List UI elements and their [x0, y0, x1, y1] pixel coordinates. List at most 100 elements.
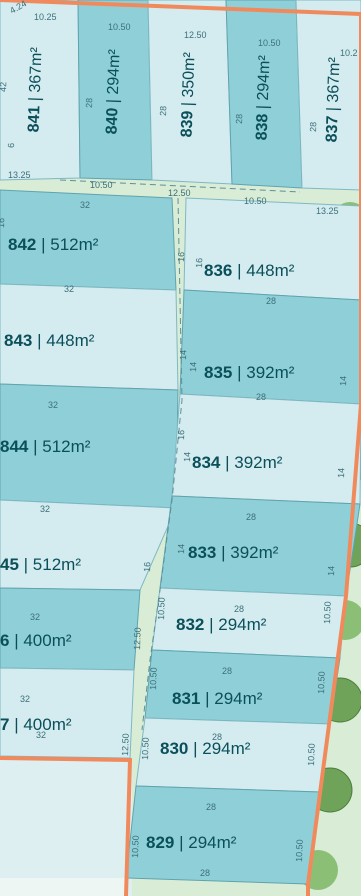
svg-text:10.50: 10.50 [148, 667, 159, 690]
svg-text:28: 28 [212, 732, 222, 742]
svg-text:844 | 512m²: 844 | 512m² [0, 437, 91, 456]
svg-text:10.2: 10.2 [340, 48, 358, 58]
lot-836[interactable]: 836 | 448m² [183, 197, 361, 301]
svg-text:14: 14 [176, 544, 186, 554]
svg-text:28: 28 [84, 98, 94, 108]
lot-835[interactable]: 835 | 392m² [179, 289, 361, 405]
svg-text:14: 14 [336, 468, 346, 478]
svg-text:14: 14 [338, 376, 348, 386]
svg-text:831 | 294m²: 831 | 294m² [172, 689, 263, 708]
svg-text:12.50: 12.50 [168, 188, 191, 198]
svg-text:42: 42 [0, 82, 8, 92]
svg-text:13.25: 13.25 [8, 170, 31, 180]
svg-text:839 | 350m²: 839 | 350m² [179, 51, 199, 137]
svg-text:830 | 294m²: 830 | 294m² [160, 739, 251, 758]
svg-text:6: 6 [6, 143, 16, 148]
svg-text:10.50: 10.50 [108, 22, 131, 32]
svg-text:28: 28 [206, 802, 216, 812]
svg-text:10.50: 10.50 [130, 835, 141, 858]
svg-text:28: 28 [222, 666, 232, 676]
easement-line [141, 197, 183, 731]
svg-text:28: 28 [200, 868, 210, 878]
lot-832[interactable]: 832 | 294m² [151, 587, 347, 659]
svg-text:14: 14 [182, 452, 192, 462]
svg-text:841 | 367m²: 841 | 367m² [26, 46, 46, 132]
svg-text:32: 32 [40, 504, 50, 514]
svg-text:10.50: 10.50 [316, 671, 327, 694]
svg-text:13.25: 13.25 [316, 206, 339, 216]
lot-842[interactable]: 842 | 512m² [0, 189, 177, 291]
svg-text:28: 28 [158, 106, 168, 116]
lot-831[interactable]: 831 | 294m² [144, 649, 341, 725]
svg-text:843 | 448m²: 843 | 448m² [4, 331, 95, 350]
svg-text:32: 32 [36, 730, 46, 740]
svg-text:28: 28 [234, 114, 244, 124]
svg-text:32: 32 [64, 284, 74, 294]
svg-text:16: 16 [176, 252, 186, 262]
svg-text:14: 14 [188, 362, 198, 372]
road-strip [0, 878, 125, 896]
svg-text:12.50: 12.50 [184, 30, 207, 40]
svg-text:10.50: 10.50 [306, 743, 317, 766]
svg-text:10.50: 10.50 [90, 180, 113, 190]
lot-833[interactable]: 833 | 392m² [159, 495, 361, 597]
svg-text:28: 28 [256, 392, 266, 402]
svg-text:12.50: 12.50 [132, 627, 143, 650]
svg-text:28: 28 [308, 122, 318, 132]
lot-846[interactable]: 6 | 400m² [0, 587, 141, 671]
dimension-labels: 10.25 10.50 12.50 10.50 10.2 28 28 28 28… [0, 0, 358, 878]
lot-840[interactable]: 840 | 294m² [77, 0, 153, 181]
lot-847[interactable]: 7 | 400m² [0, 667, 135, 759]
svg-text:10.50: 10.50 [258, 38, 281, 48]
svg-text:842 | 512m²: 842 | 512m² [8, 235, 99, 254]
lot-845[interactable]: 45 | 512m² [0, 499, 177, 591]
svg-text:838 | 294m²: 838 | 294m² [254, 54, 274, 140]
svg-text:10.50: 10.50 [156, 597, 167, 620]
svg-text:14: 14 [326, 566, 336, 576]
svg-text:10.50: 10.50 [322, 601, 333, 624]
svg-text:834 | 392m²: 834 | 392m² [192, 453, 283, 472]
svg-text:840 | 294m²: 840 | 294m² [104, 48, 124, 134]
svg-text:835 | 392m²: 835 | 392m² [204, 363, 295, 382]
svg-text:16: 16 [0, 218, 6, 228]
lot-841[interactable]: 841 | 367m² [0, 0, 81, 181]
svg-text:836 | 448m²: 836 | 448m² [204, 261, 295, 280]
svg-text:10.50: 10.50 [294, 839, 305, 862]
svg-text:16: 16 [194, 258, 204, 268]
svg-text:6 | 400m²: 6 | 400m² [0, 631, 72, 650]
lot-834[interactable]: 834 | 392m² [171, 393, 361, 505]
svg-text:16: 16 [142, 562, 152, 572]
lot-829[interactable]: 829 | 294m² [125, 785, 321, 885]
svg-text:28: 28 [266, 296, 276, 306]
svg-text:28: 28 [234, 604, 244, 614]
estate-boundary [0, 0, 361, 16]
svg-text:32: 32 [80, 200, 90, 210]
svg-text:12.50: 12.50 [120, 733, 131, 756]
open-space [0, 760, 132, 896]
lot-843[interactable]: 843 | 448m² [0, 283, 179, 391]
lot-839[interactable]: 839 | 350m² [147, 0, 233, 185]
lot-837[interactable]: 837 | 367m² [295, 0, 361, 191]
svg-text:10.50: 10.50 [244, 196, 267, 206]
svg-text:16: 16 [176, 430, 186, 440]
svg-text:832 | 294m²: 832 | 294m² [176, 615, 267, 634]
svg-text:10.50: 10.50 [140, 737, 151, 760]
svg-text:7 | 400m²: 7 | 400m² [0, 715, 72, 734]
estate-boundary-lower [0, 756, 133, 896]
svg-text:14: 14 [178, 350, 188, 360]
easement-line-top [59, 179, 301, 193]
lot-830[interactable]: 830 | 294m² [135, 717, 331, 793]
svg-text:32: 32 [48, 400, 58, 410]
svg-text:32: 32 [30, 612, 40, 622]
estate-boundary-right [306, 14, 361, 896]
svg-text:45 | 512m²: 45 | 512m² [0, 555, 81, 574]
svg-text:837 | 367m²: 837 | 367m² [324, 56, 344, 142]
svg-text:28: 28 [246, 512, 256, 522]
lot-844[interactable]: 844 | 512m² [0, 383, 179, 509]
svg-text:32: 32 [20, 694, 30, 704]
svg-text:829 | 294m²: 829 | 294m² [146, 833, 237, 852]
svg-text:833 | 392m²: 833 | 392m² [188, 543, 279, 562]
lot-838[interactable]: 838 | 294m² [225, 0, 303, 189]
svg-text:10.25: 10.25 [34, 12, 57, 22]
